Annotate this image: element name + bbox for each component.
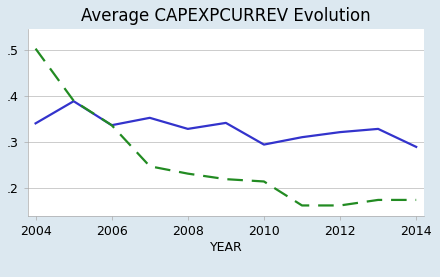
Italy (414, 198, 419, 202)
France (299, 135, 304, 139)
Italy (71, 99, 76, 102)
Italy (299, 204, 304, 207)
France (223, 121, 228, 125)
Italy (33, 47, 38, 50)
France (185, 127, 191, 130)
France (375, 127, 381, 130)
Italy (147, 165, 152, 168)
Line: France: France (36, 101, 416, 147)
Italy (261, 180, 267, 183)
France (33, 122, 38, 125)
France (71, 99, 76, 103)
Italy (185, 172, 191, 175)
X-axis label: YEAR: YEAR (209, 241, 242, 254)
France (261, 143, 267, 146)
Italy (375, 198, 381, 202)
Italy (109, 124, 114, 127)
France (109, 124, 114, 127)
France (337, 130, 343, 134)
France (147, 116, 152, 119)
Title: Average CAPEXPCURREV Evolution: Average CAPEXPCURREV Evolution (81, 7, 370, 25)
France (414, 145, 419, 148)
Line: Italy: Italy (36, 49, 416, 206)
Italy (337, 204, 343, 207)
Italy (223, 178, 228, 181)
